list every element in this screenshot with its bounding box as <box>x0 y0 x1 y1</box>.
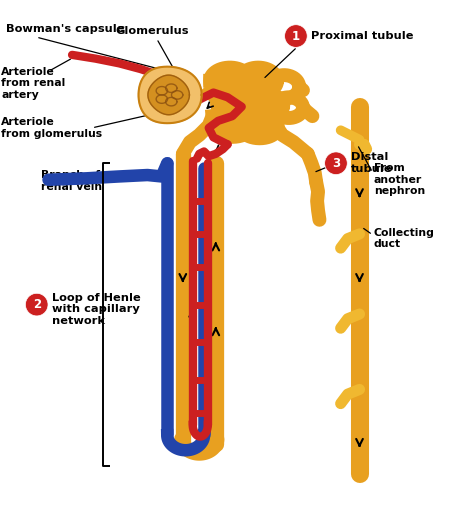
Text: Arteriole
from renal
artery: Arteriole from renal artery <box>1 66 65 100</box>
Text: Bowman's capsule: Bowman's capsule <box>6 24 156 68</box>
Text: 2: 2 <box>33 298 41 311</box>
Text: Loop of Henle
with capillary
network: Loop of Henle with capillary network <box>52 293 141 326</box>
Text: From
another
nephron: From another nephron <box>374 163 425 196</box>
Text: Glomerulus: Glomerulus <box>116 26 189 78</box>
Text: Arteriole
from glomerulus: Arteriole from glomerulus <box>1 117 102 139</box>
Text: 1: 1 <box>292 29 300 43</box>
Circle shape <box>284 25 307 47</box>
Polygon shape <box>138 66 201 123</box>
Text: 3: 3 <box>332 157 340 170</box>
Polygon shape <box>148 75 190 115</box>
Text: Proximal tubule: Proximal tubule <box>311 31 414 41</box>
Text: Distal
tubule: Distal tubule <box>351 152 392 174</box>
Text: Branch of
renal vein: Branch of renal vein <box>41 170 102 192</box>
Text: Collecting
duct: Collecting duct <box>374 228 435 249</box>
Circle shape <box>26 294 48 316</box>
Circle shape <box>325 152 347 175</box>
